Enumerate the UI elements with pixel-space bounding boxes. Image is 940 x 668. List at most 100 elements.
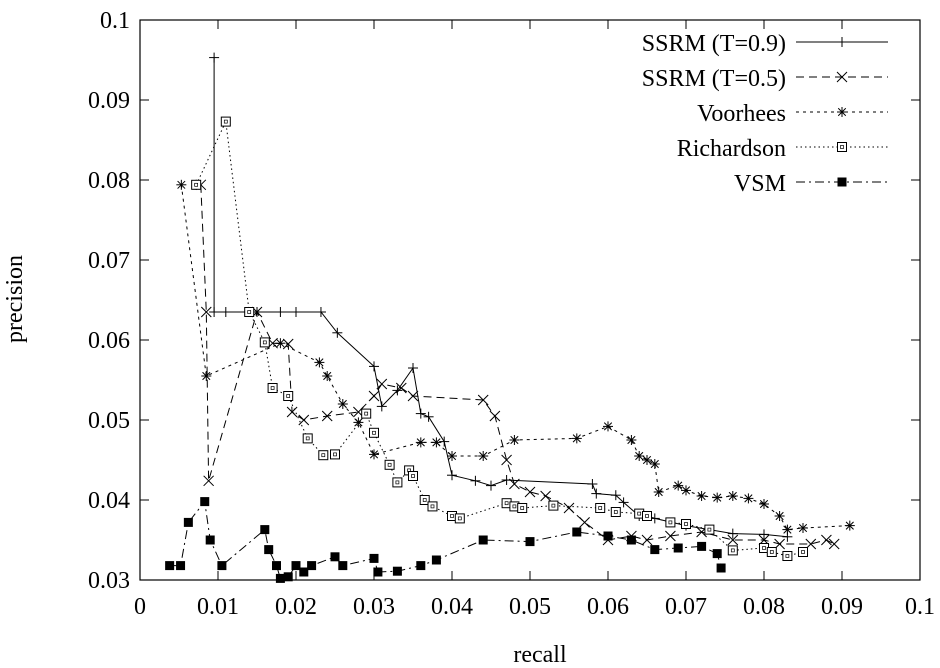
legend-entry: VSM [734,171,888,197]
point-marker [665,517,676,528]
point-marker [369,427,379,438]
point-marker [798,547,808,557]
point-marker [318,450,329,461]
point-marker [610,507,621,517]
point-marker [369,361,379,372]
point-marker [501,454,512,466]
legend-label: SSRM (T=0.5) [642,66,786,92]
point-marker [595,503,606,513]
y-axis-title: precision [2,255,28,343]
point-marker [489,410,501,422]
point-marker [587,479,598,489]
point-marker [275,307,286,317]
point-marker [259,337,270,348]
point-marker [373,567,383,577]
x-tick-label: 0.1 [905,594,935,620]
point-marker [376,378,388,390]
point-marker [376,401,387,412]
point-marker [727,528,738,539]
point-marker [727,534,739,546]
point-marker [395,382,407,394]
point-marker [759,529,769,540]
point-marker [681,519,691,529]
point-marker [610,490,621,501]
point-marker [275,338,286,349]
point-marker [392,385,403,396]
point-marker [321,410,333,422]
point-marker [782,524,793,535]
point-marker [642,455,652,465]
point-marker [260,525,270,535]
series-line [200,184,835,545]
point-marker [603,421,613,432]
point-marker [201,371,212,381]
plot-frame [139,19,921,581]
x-tick-label: 0.08 [743,594,785,620]
legend-entry: Richardson [677,136,888,162]
point-marker [759,499,769,509]
y-tick-label: 0.07 [88,248,130,274]
point-marker [282,338,294,350]
point-marker [641,534,653,546]
x-tick-label: 0.04 [431,594,473,620]
point-marker [427,501,438,512]
point-marker [782,551,793,561]
series-vsm [165,497,726,583]
point-marker [431,555,441,565]
legend-label: VSM [734,171,786,197]
series-layer [165,52,855,583]
point-marker [407,390,419,402]
point-marker [618,497,629,508]
point-marker [275,573,285,583]
point-marker [176,179,187,190]
x-tick-label: 0.02 [275,594,317,620]
point-marker [626,435,637,445]
point-marker [837,142,847,152]
point-marker [272,561,281,571]
point-marker [165,561,175,571]
point-marker [478,535,488,545]
point-marker [650,545,660,555]
point-marker [696,491,707,501]
y-tick-label: 0.1 [100,8,130,34]
point-marker [837,37,847,47]
point-marker [264,545,274,555]
point-marker [332,327,343,338]
point-marker [626,535,636,545]
series-line [195,119,804,557]
point-marker [828,538,840,550]
point-marker [642,511,652,521]
point-marker [571,433,582,444]
point-marker [844,520,855,531]
x-tick-label: 0.09 [821,594,863,620]
point-marker [454,513,465,524]
point-marker [337,399,348,409]
point-marker [665,530,676,542]
point-marker [419,495,430,505]
point-marker [392,477,403,488]
point-marker [416,561,426,571]
point-marker [766,547,777,557]
y-tick-label: 0.09 [88,88,130,114]
series-ssrm-t-0-5 [195,179,840,550]
point-marker [517,503,528,513]
point-marker [314,357,325,368]
series-richardson [191,116,808,561]
point-marker [322,371,333,381]
point-marker [673,480,684,491]
point-marker [431,437,442,448]
point-marker [299,567,309,577]
point-marker [217,561,227,571]
point-marker [447,451,457,461]
y-tick-label: 0.06 [88,328,130,354]
point-marker [291,561,301,571]
point-marker [220,116,231,127]
point-marker [183,517,193,527]
point-marker [283,572,293,582]
point-marker [244,307,255,317]
point-marker [836,71,848,83]
point-marker [477,394,489,406]
legend-entry: SSRM (T=0.5) [642,66,888,92]
point-marker [369,449,379,460]
y-tick-label: 0.03 [88,568,130,594]
